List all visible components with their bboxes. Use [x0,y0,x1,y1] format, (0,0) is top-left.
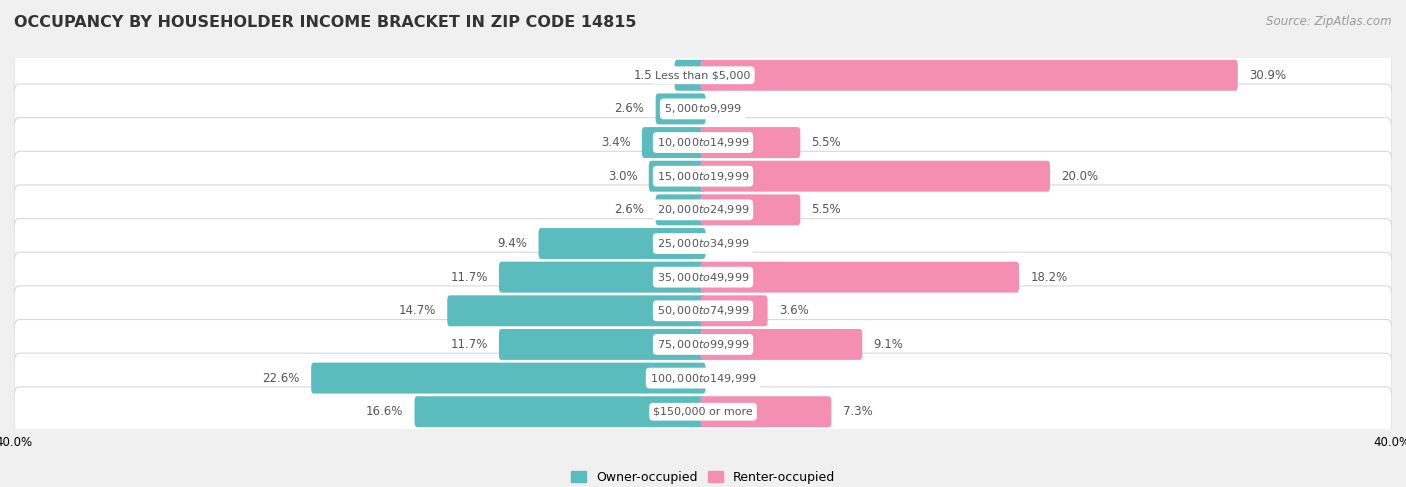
Text: 30.9%: 30.9% [1249,69,1286,82]
FancyBboxPatch shape [14,286,1392,336]
Text: $5,000 to $9,999: $5,000 to $9,999 [664,102,742,115]
Text: 3.6%: 3.6% [779,304,808,318]
Text: OCCUPANCY BY HOUSEHOLDER INCOME BRACKET IN ZIP CODE 14815: OCCUPANCY BY HOUSEHOLDER INCOME BRACKET … [14,15,637,30]
FancyBboxPatch shape [499,262,706,293]
FancyBboxPatch shape [700,396,831,427]
FancyBboxPatch shape [14,185,1392,235]
FancyBboxPatch shape [700,262,1019,293]
FancyBboxPatch shape [14,353,1392,403]
Text: 0.0%: 0.0% [717,372,747,385]
Text: 9.1%: 9.1% [873,338,904,351]
Text: Less than $5,000: Less than $5,000 [655,70,751,80]
Text: $15,000 to $19,999: $15,000 to $19,999 [657,169,749,183]
Text: 3.0%: 3.0% [607,169,637,183]
FancyBboxPatch shape [311,363,706,393]
Text: 1.5%: 1.5% [634,69,664,82]
Text: $35,000 to $49,999: $35,000 to $49,999 [657,271,749,283]
Text: Source: ZipAtlas.com: Source: ZipAtlas.com [1267,15,1392,28]
Text: 16.6%: 16.6% [366,405,404,418]
Text: $10,000 to $14,999: $10,000 to $14,999 [657,136,749,149]
FancyBboxPatch shape [538,228,706,259]
Text: $150,000 or more: $150,000 or more [654,407,752,417]
Text: 18.2%: 18.2% [1031,271,1067,283]
FancyBboxPatch shape [700,194,800,225]
FancyBboxPatch shape [700,329,862,360]
FancyBboxPatch shape [700,295,768,326]
Text: $50,000 to $74,999: $50,000 to $74,999 [657,304,749,318]
Text: $25,000 to $34,999: $25,000 to $34,999 [657,237,749,250]
FancyBboxPatch shape [14,151,1392,201]
Text: 2.6%: 2.6% [614,102,644,115]
FancyBboxPatch shape [14,118,1392,168]
Text: 3.4%: 3.4% [600,136,631,149]
Text: $20,000 to $24,999: $20,000 to $24,999 [657,204,749,216]
Text: 20.0%: 20.0% [1062,169,1098,183]
FancyBboxPatch shape [14,84,1392,134]
FancyBboxPatch shape [14,387,1392,437]
FancyBboxPatch shape [700,60,1237,91]
Legend: Owner-occupied, Renter-occupied: Owner-occupied, Renter-occupied [567,466,839,487]
Text: 0.0%: 0.0% [717,102,747,115]
FancyBboxPatch shape [14,319,1392,369]
Text: 7.3%: 7.3% [842,405,872,418]
Text: 11.7%: 11.7% [450,271,488,283]
Text: 5.5%: 5.5% [811,136,841,149]
Text: 2.6%: 2.6% [614,204,644,216]
FancyBboxPatch shape [700,161,1050,192]
Text: 9.4%: 9.4% [498,237,527,250]
Text: 5.5%: 5.5% [811,204,841,216]
FancyBboxPatch shape [447,295,706,326]
FancyBboxPatch shape [14,252,1392,302]
FancyBboxPatch shape [675,60,706,91]
FancyBboxPatch shape [655,94,706,124]
FancyBboxPatch shape [14,219,1392,268]
FancyBboxPatch shape [14,50,1392,100]
Text: 22.6%: 22.6% [263,372,299,385]
Text: $100,000 to $149,999: $100,000 to $149,999 [650,372,756,385]
FancyBboxPatch shape [499,329,706,360]
FancyBboxPatch shape [415,396,706,427]
FancyBboxPatch shape [655,194,706,225]
Text: 0.0%: 0.0% [717,237,747,250]
Text: 14.7%: 14.7% [399,304,436,318]
Text: 11.7%: 11.7% [450,338,488,351]
FancyBboxPatch shape [643,127,706,158]
FancyBboxPatch shape [648,161,706,192]
Text: $75,000 to $99,999: $75,000 to $99,999 [657,338,749,351]
FancyBboxPatch shape [700,127,800,158]
